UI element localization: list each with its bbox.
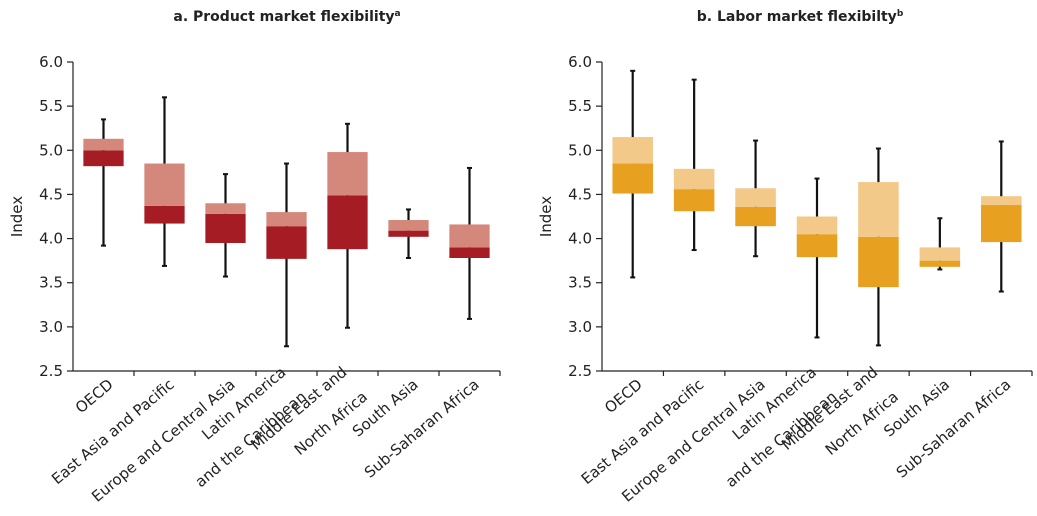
chart-panel: b. Labor market flexibiltyb Index 2.5 3.0 3.…: [537, 9, 1033, 506]
y-axis-label: Index: [8, 196, 26, 237]
box-upper: [796, 216, 838, 235]
box-upper: [144, 163, 185, 206]
box-upper: [673, 168, 715, 190]
y-tick-label: 5.0: [568, 141, 592, 159]
box-upper: [612, 137, 653, 164]
title-text: b. Labor market flexibilty: [697, 9, 897, 25]
y-axis-label: Index: [537, 196, 555, 237]
box-upper: [858, 182, 899, 237]
x-tick-label: Sub-Saharan Africa: [361, 375, 483, 481]
x-tick-label: Sub-Saharan Africa: [893, 375, 1015, 481]
y-tick-label: 4.0: [39, 230, 63, 248]
title-superscript: a: [395, 9, 401, 19]
y-tick-label: 5.0: [39, 141, 63, 159]
box-upper: [919, 247, 961, 261]
y-tick-label: 3.0: [39, 318, 63, 336]
y-tick-label: 5.5: [39, 97, 63, 115]
y-tick-label: 3.0: [568, 318, 592, 336]
box-upper: [205, 203, 246, 214]
box-lower: [858, 236, 899, 288]
y-tick-label: 2.5: [568, 362, 592, 380]
box-lower: [796, 234, 838, 258]
y-tick-label: 3.5: [568, 274, 592, 292]
box-lower: [612, 163, 653, 194]
box-upper: [83, 138, 124, 151]
box-lower: [205, 213, 246, 243]
chart-title: b. Labor market flexibiltyb: [697, 9, 904, 25]
box-upper: [266, 212, 307, 227]
y-tick-label: 4.5: [39, 185, 63, 203]
box-lower: [673, 189, 715, 212]
y-tick-label: 4.0: [568, 230, 592, 248]
box-lower: [449, 247, 490, 258]
box-upper: [327, 152, 368, 196]
x-tick-label: OECD: [72, 375, 117, 417]
chart-panel: a. Product market flexibilitya Index 2.5 3.…: [8, 9, 501, 506]
x-tick-label-line: Sub-Saharan Africa: [361, 375, 483, 481]
title-text: a. Product market flexibility: [173, 9, 394, 25]
y-tick-label: 3.5: [39, 274, 63, 292]
box-lower: [327, 195, 368, 250]
box-lower: [735, 206, 776, 227]
y-tick-label: 5.5: [568, 97, 592, 115]
box-lower: [981, 205, 1022, 243]
y-tick-label: 4.5: [568, 185, 592, 203]
x-tick-label-line: Sub-Saharan Africa: [893, 375, 1015, 481]
box-lower: [388, 230, 429, 237]
y-tick-label: 2.5: [39, 362, 63, 380]
y-tick-label: 6.0: [568, 53, 592, 71]
box-upper: [388, 220, 429, 231]
title-superscript: b: [897, 9, 904, 19]
chart-title: a. Product market flexibilitya: [173, 9, 400, 25]
box-upper: [981, 196, 1022, 206]
box-lower: [919, 260, 961, 267]
box-upper: [735, 188, 776, 207]
x-tick-label-line: OECD: [601, 375, 646, 417]
x-tick-label: OECD: [601, 375, 646, 417]
box-lower: [83, 150, 124, 167]
x-tick-label-line: OECD: [72, 375, 117, 417]
box-lower: [144, 205, 185, 224]
box-upper: [449, 224, 490, 248]
box-lower: [266, 226, 307, 259]
y-tick-label: 6.0: [39, 53, 63, 71]
